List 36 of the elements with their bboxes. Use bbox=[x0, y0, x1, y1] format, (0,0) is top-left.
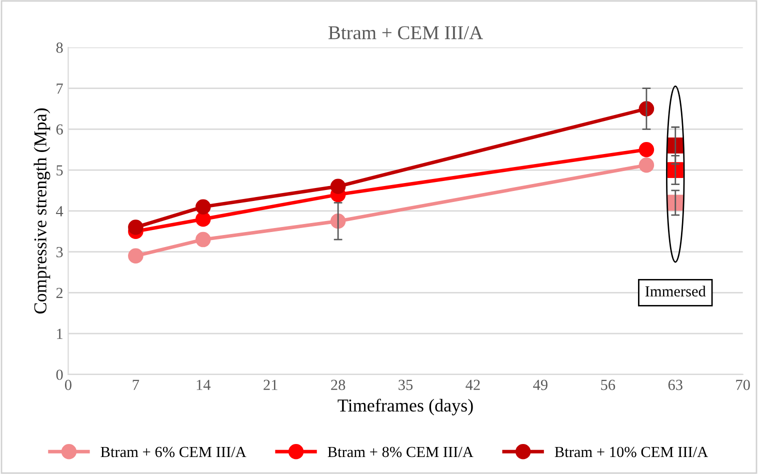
x-tick-label: 35 bbox=[398, 380, 413, 390]
x-tick-label: 70 bbox=[736, 380, 750, 390]
legend-label: Btram + 8% CEM III/A bbox=[328, 446, 474, 458]
legend-label: Btram + 6% CEM III/A bbox=[100, 446, 246, 458]
x-tick-label: 42 bbox=[466, 380, 480, 390]
point bbox=[196, 199, 211, 214]
point bbox=[196, 211, 211, 227]
legend-label: Btram + 10% CEM III/A bbox=[554, 446, 708, 458]
y-tick-label: 5 bbox=[56, 165, 63, 176]
y-tick-label: 6 bbox=[56, 124, 63, 135]
point bbox=[638, 142, 654, 158]
annotation: Immersed bbox=[645, 286, 706, 297]
x-axis-title: Timeframes (days) bbox=[338, 398, 473, 416]
y-tick-label: 8 bbox=[56, 42, 63, 53]
x-tick-label: 28 bbox=[331, 380, 346, 390]
y-tick-label: 1 bbox=[57, 328, 62, 339]
chart-title: Btram + CEM III/A bbox=[328, 26, 483, 40]
x-tick-label: 0 bbox=[64, 380, 72, 390]
x-tick-label: 49 bbox=[533, 380, 548, 390]
point bbox=[196, 232, 211, 248]
y-tick-label: 0 bbox=[56, 370, 63, 380]
point bbox=[330, 178, 346, 194]
x-tick-label: 14 bbox=[196, 380, 211, 390]
y-tick-label: 3 bbox=[56, 246, 63, 258]
y-tick-label: 2 bbox=[56, 288, 63, 298]
x-tick-label: 63 bbox=[668, 380, 682, 390]
point bbox=[128, 248, 144, 264]
x-tick-label: 56 bbox=[601, 380, 616, 390]
point bbox=[638, 101, 654, 116]
point bbox=[638, 158, 654, 173]
x-tick-label: 7 bbox=[132, 380, 140, 390]
point bbox=[128, 220, 144, 235]
y-tick-label: 4 bbox=[56, 206, 64, 216]
y-axis-title: Compressive strength (Mpa) bbox=[34, 108, 50, 314]
x-tick-label: 21 bbox=[264, 380, 278, 390]
y-tick-label: 7 bbox=[56, 84, 63, 94]
